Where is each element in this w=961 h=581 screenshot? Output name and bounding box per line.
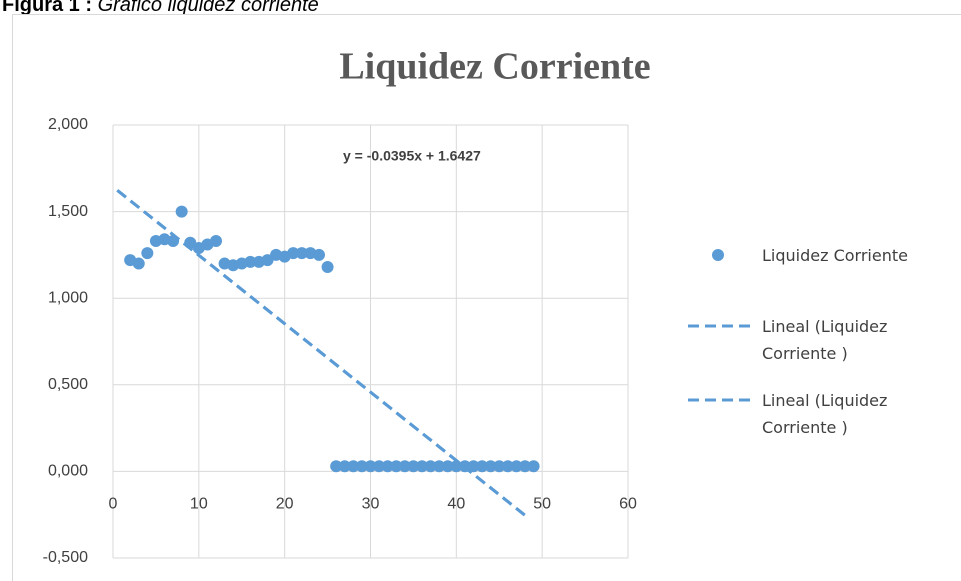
x-tick-label: 0 [109, 496, 118, 513]
chart-title: Liquidez Corriente [339, 46, 650, 88]
data-point [321, 261, 334, 274]
y-tick-label: 1,500 [48, 203, 88, 220]
x-tick-label: 30 [362, 496, 380, 513]
data-point [467, 460, 480, 473]
x-tick-label: 40 [447, 496, 465, 513]
data-point [347, 460, 360, 473]
x-tick-label: 20 [276, 496, 294, 513]
data-point [313, 248, 325, 261]
data-point [338, 460, 351, 473]
data-point [450, 460, 463, 473]
data-point [493, 460, 506, 473]
legend-label: Liquidez Corriente [762, 246, 908, 265]
data-point [390, 460, 403, 473]
y-tick-label: 1,000 [48, 289, 88, 306]
data-point [433, 460, 446, 473]
data-point [527, 460, 540, 473]
legend-label: Lineal (Liquidez Corriente ) [762, 317, 888, 363]
data-point [210, 235, 222, 248]
data-point [501, 460, 514, 473]
data-point [364, 460, 377, 473]
legend-label: Lineal (Liquidez Corriente ) [762, 391, 888, 437]
data-point [484, 460, 497, 473]
y-tick-label: 2,000 [48, 116, 88, 133]
data-point [132, 257, 145, 270]
data-point [355, 460, 368, 473]
y-tick-label: 0,500 [48, 376, 88, 393]
data-point [424, 460, 437, 473]
data-point [287, 247, 300, 260]
data-point [175, 205, 188, 218]
x-tick-label: 60 [619, 496, 637, 513]
data-point [476, 460, 489, 473]
y-tick-label: -0,500 [43, 549, 88, 566]
data-point [416, 460, 428, 473]
data-point [381, 460, 394, 473]
figure-heading: Figura 1 : Gráfico liquidez corriente [2, 0, 319, 17]
data-point [373, 460, 386, 473]
y-tick-label: 0,000 [48, 463, 88, 480]
x-tick-label: 50 [533, 496, 551, 513]
data-point [519, 460, 531, 473]
data-point [141, 247, 154, 260]
chart-frame [12, 14, 961, 581]
legend-marker [712, 249, 724, 261]
trendline-equation: y = -0.0395x + 1.6427 [343, 148, 481, 164]
data-point [510, 460, 523, 473]
data-point [441, 460, 454, 473]
figure-label: Figura 1 : [2, 0, 93, 16]
data-point [330, 460, 343, 473]
x-tick-label: 10 [190, 496, 208, 513]
data-point [244, 255, 257, 268]
figure-caption: Gráfico liquidez corriente [97, 0, 319, 16]
trendline [116, 189, 531, 520]
data-point [295, 247, 308, 260]
data-point [398, 460, 411, 473]
data-point [407, 460, 420, 473]
